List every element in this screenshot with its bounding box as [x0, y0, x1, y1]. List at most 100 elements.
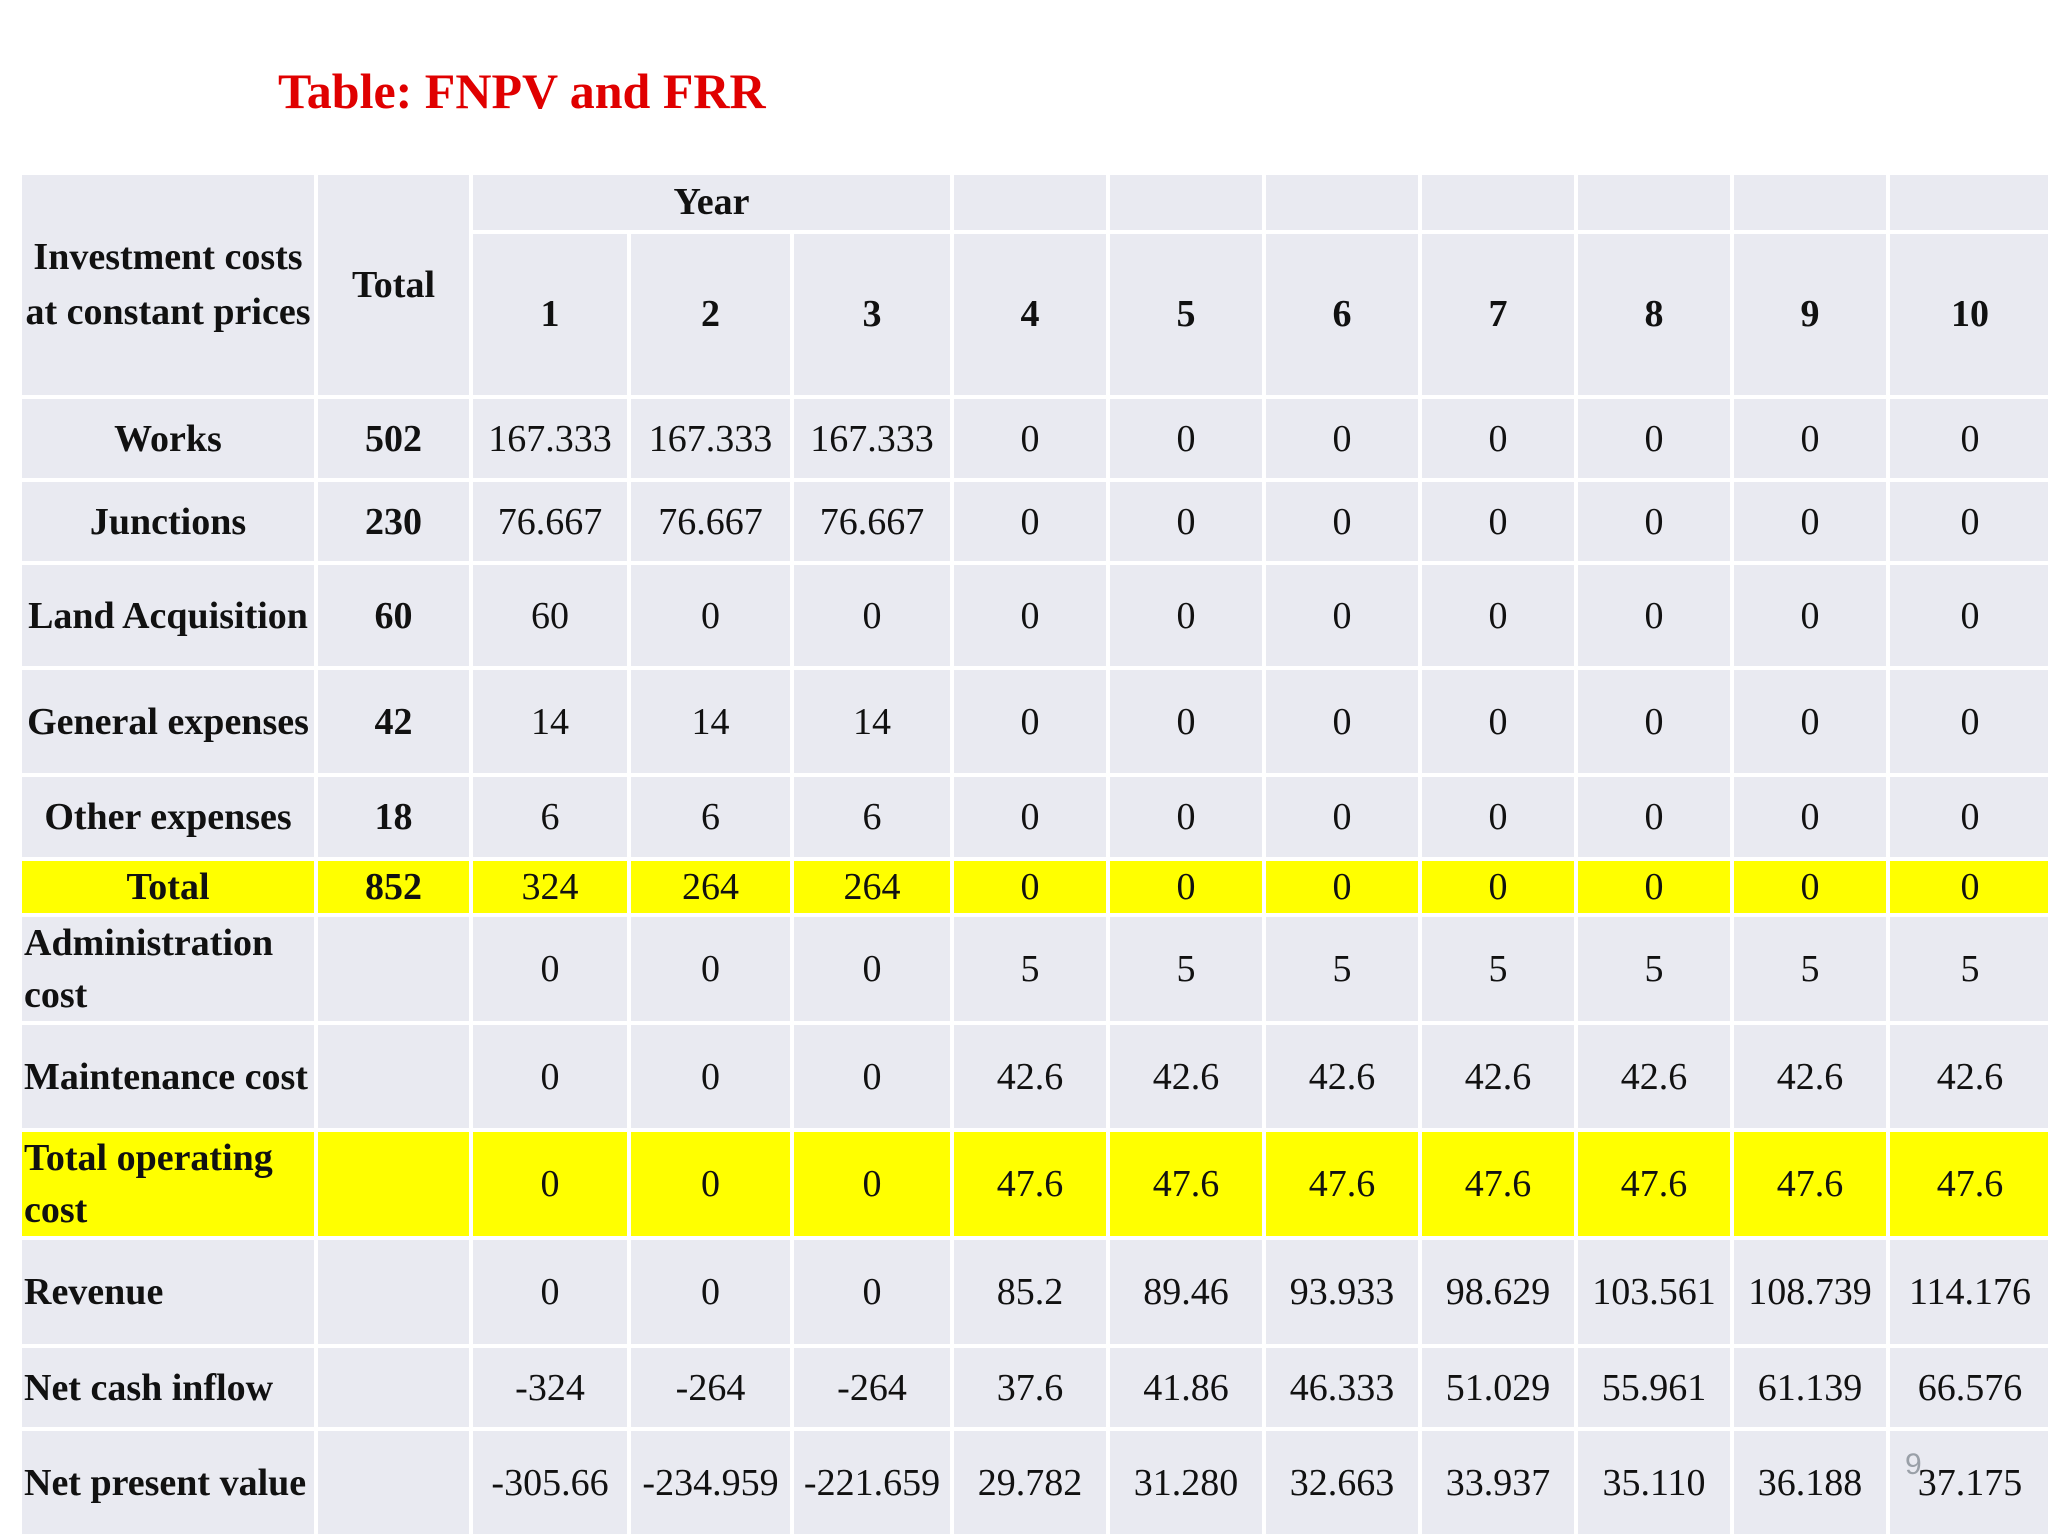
row-total [314, 1236, 473, 1348]
year-value-cell: 0 [790, 1236, 954, 1348]
year-value-cell: -264 [627, 1344, 794, 1431]
row-total: 18 [314, 773, 473, 861]
year-value-cell: 0 [469, 1236, 631, 1348]
year-value-cell: -221.659 [790, 1427, 954, 1538]
row-total [314, 913, 473, 1025]
year-value-cell: 5 [1886, 913, 2048, 1025]
header-row-years: 1 2 3 4 5 6 7 8 9 10 [20, 230, 2048, 399]
year-value-cell: 76.667 [469, 478, 631, 565]
year-value-cell: 0 [1730, 666, 1890, 777]
table-row: Other expenses 18 6 6 6 0 0 0 0 0 0 0 [18, 773, 2048, 861]
header-blank-cell [1418, 171, 1578, 234]
year-value-cell: 60 [469, 561, 631, 670]
year-value-cell: 0 [1574, 773, 1734, 861]
year-value-cell: 324 [469, 857, 631, 917]
row-label: Net present value [18, 1427, 318, 1538]
year-value-cell: 0 [790, 561, 954, 670]
year-value-cell: 0 [1574, 395, 1734, 482]
year-value-cell: 0 [1574, 561, 1734, 670]
header-blank-cell [1106, 171, 1266, 234]
year-value-cell: 0 [950, 773, 1110, 861]
year-value-cell: 37.175 [1886, 1427, 2048, 1538]
year-value-cell: 0 [1106, 395, 1266, 482]
year-value-cell: 167.333 [469, 395, 631, 482]
year-value-cell: 89.46 [1106, 1236, 1266, 1348]
year-value-cell: 0 [1262, 666, 1422, 777]
year-value-cell: 42.6 [1262, 1021, 1422, 1132]
year-value-cell: 0 [1262, 478, 1422, 565]
row-total [314, 1128, 473, 1240]
row-total: 42 [314, 666, 473, 777]
row-total [314, 1427, 473, 1538]
year-value-cell: 61.139 [1730, 1344, 1890, 1431]
table-row: Net cash inflow -324 -264 -264 37.6 41.86 46.3… [18, 1344, 2048, 1431]
year-value-cell: 0 [1262, 773, 1422, 861]
row-label: Total [18, 857, 318, 917]
table-row: Total 852 324 264 264 0 0 0 0 0 0 0 [18, 857, 2048, 917]
year-value-cell: 33.937 [1418, 1427, 1578, 1538]
year-value-cell: 42.6 [1886, 1021, 2048, 1132]
year-value-cell: 114.176 [1886, 1236, 2048, 1348]
year-value-cell: 0 [950, 395, 1110, 482]
year-value-cell: -234.959 [627, 1427, 794, 1538]
row-label: Administration cost [18, 913, 318, 1025]
row-label: General expenses [18, 666, 318, 777]
year-value-cell: 47.6 [1106, 1128, 1266, 1240]
row-label: Junctions [18, 478, 318, 565]
year-value-cell: 76.667 [627, 478, 794, 565]
year-value-cell: 0 [1730, 773, 1890, 861]
year-value-cell: 98.629 [1418, 1236, 1578, 1348]
row-total [314, 1021, 473, 1132]
row-label: Revenue [18, 1236, 318, 1348]
year-value-cell: 14 [790, 666, 954, 777]
header-blank-cell [1730, 171, 1890, 234]
year-value-cell: 0 [950, 857, 1110, 917]
year-value-cell: 42.6 [1574, 1021, 1734, 1132]
year-value-cell: 0 [1574, 666, 1734, 777]
row-label: Maintenance cost [18, 1021, 318, 1132]
table-row: General expenses 42 14 14 14 0 0 0 0 0 0 0 [18, 666, 2048, 777]
row-total: 230 [314, 478, 473, 565]
row-label: Land Acquisition [18, 561, 318, 670]
year-value-cell: 5 [1418, 913, 1578, 1025]
header-year-2: 2 [627, 230, 794, 399]
year-value-cell: 0 [469, 1128, 631, 1240]
year-value-cell: 0 [1730, 857, 1890, 917]
year-value-cell: 42.6 [1418, 1021, 1578, 1132]
table-row: Maintenance cost 0 0 0 42.6 42.6 42.6 42.6 42.6 4… [18, 1021, 2048, 1132]
header-year-10: 10 [1886, 230, 2048, 399]
header-year-7: 7 [1418, 230, 1578, 399]
row-label: Other expenses [18, 773, 318, 861]
year-value-cell: 0 [1418, 478, 1578, 565]
header-year-5: 5 [1106, 230, 1266, 399]
year-value-cell: 42.6 [1730, 1021, 1890, 1132]
header-blank-cell [950, 171, 1110, 234]
year-value-cell: 0 [1886, 395, 2048, 482]
year-value-cell: 47.6 [950, 1128, 1110, 1240]
year-value-cell: 5 [1730, 913, 1890, 1025]
year-value-cell: 0 [950, 478, 1110, 565]
year-value-cell: 0 [1262, 857, 1422, 917]
year-value-cell: 0 [1418, 666, 1578, 777]
year-value-cell: 14 [469, 666, 631, 777]
year-value-cell: 0 [950, 666, 1110, 777]
year-value-cell: -264 [790, 1344, 954, 1431]
year-value-cell: 6 [627, 773, 794, 861]
year-value-cell: 0 [1262, 561, 1422, 670]
year-value-cell: 0 [1886, 857, 2048, 917]
year-value-cell: 47.6 [1574, 1128, 1734, 1240]
row-label: Works [18, 395, 318, 482]
year-value-cell: 0 [1106, 478, 1266, 565]
year-value-cell: 6 [790, 773, 954, 861]
header-row-year: Investment costs at constant prices Tota… [18, 171, 2048, 399]
header-year-6: 6 [1262, 230, 1422, 399]
year-value-cell: 5 [1574, 913, 1734, 1025]
page-number: 9 [1905, 1448, 1922, 1481]
year-value-cell: 76.667 [790, 478, 954, 565]
year-value-cell: 0 [1574, 857, 1734, 917]
year-value-cell: 167.333 [627, 395, 794, 482]
header-year-3: 3 [790, 230, 954, 399]
year-value-cell: -324 [469, 1344, 631, 1431]
year-value-cell: 0 [1730, 395, 1890, 482]
year-value-cell: 47.6 [1262, 1128, 1422, 1240]
